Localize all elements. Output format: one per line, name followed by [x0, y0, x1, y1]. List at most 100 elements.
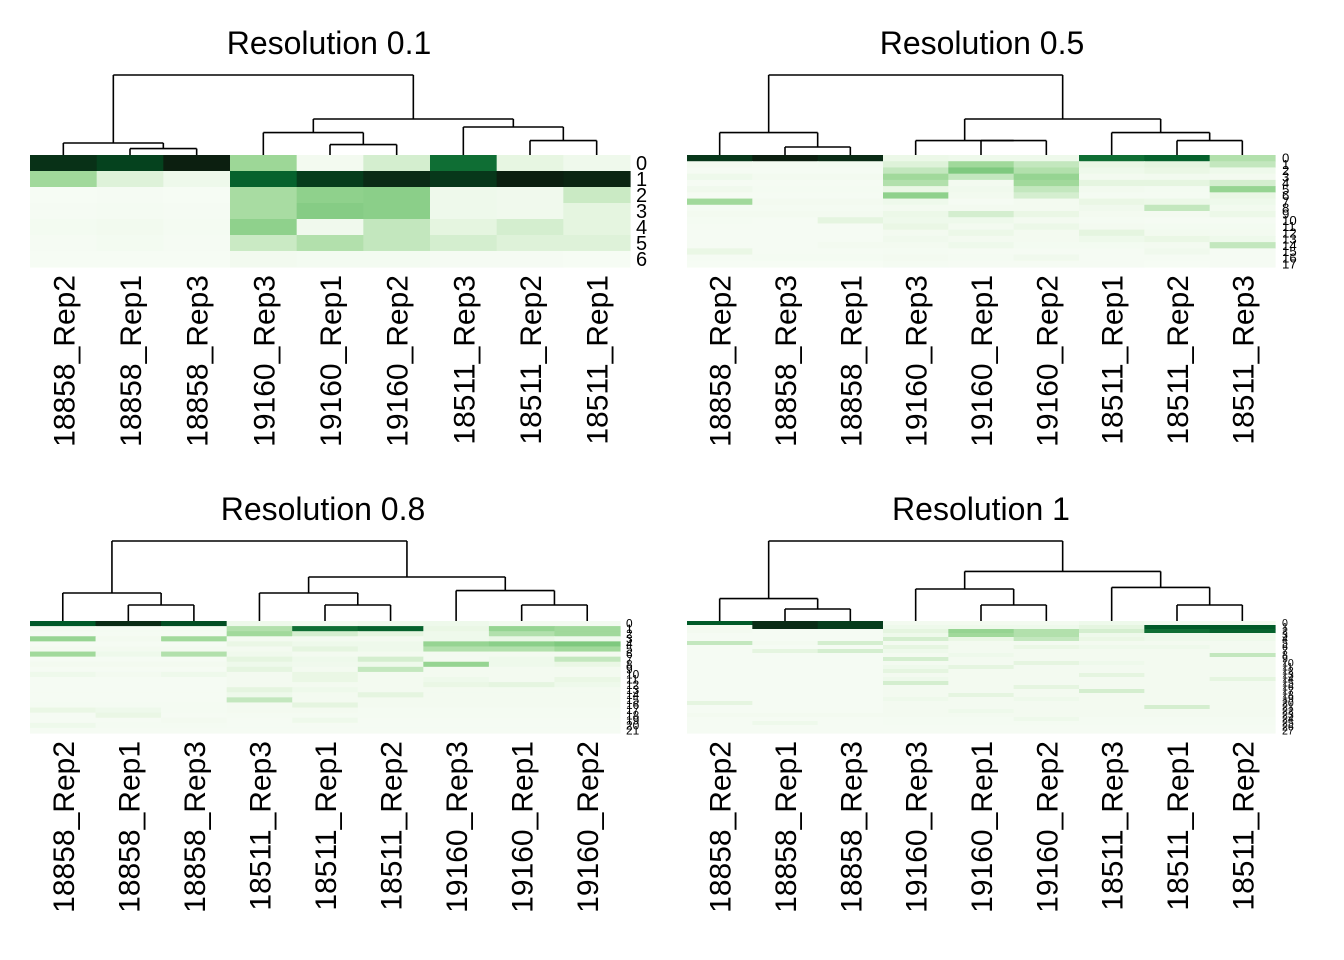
heatmap-cell — [430, 171, 498, 188]
heatmap-cell — [96, 203, 164, 220]
heatmap-cell — [161, 631, 228, 637]
heatmap-cell — [554, 677, 621, 683]
row-label: 17 — [1282, 686, 1294, 698]
heatmap-cell — [687, 161, 753, 169]
row-label: 7 — [626, 652, 633, 666]
heatmap-cell — [752, 254, 819, 262]
heatmap-cell — [687, 721, 753, 726]
heatmap-cell — [1079, 701, 1145, 706]
heatmap-cell — [948, 697, 1015, 702]
heatmap-cell — [423, 677, 490, 683]
row-label: 9 — [626, 663, 633, 677]
heatmap-cell — [95, 702, 162, 709]
heatmap-cell — [161, 621, 228, 627]
heatmap-cell — [488, 677, 556, 683]
heatmap-cell — [1144, 211, 1211, 218]
column-label: 19160_Rep1 — [966, 741, 999, 913]
heatmap-cell — [687, 669, 753, 674]
heatmap-cell — [752, 629, 819, 634]
heatmap-cell — [1209, 637, 1276, 642]
heatmap-cell — [948, 725, 1015, 730]
heatmap-cell — [687, 223, 753, 231]
heatmap-cell — [357, 712, 424, 719]
heatmap-cell — [1079, 198, 1145, 206]
heatmap-cell — [1013, 677, 1080, 682]
heatmap-cell — [230, 219, 298, 236]
row-label: 5 — [1282, 638, 1288, 650]
heatmap-cell — [883, 167, 949, 175]
heatmap-cell — [883, 217, 949, 225]
column-label: 19160_Rep1 — [507, 741, 540, 913]
heatmap-cell — [948, 709, 1015, 714]
heatmap-cell — [161, 656, 228, 663]
row-label: 21 — [1282, 702, 1294, 714]
heatmap-cell — [883, 709, 949, 714]
heatmap-cell — [817, 186, 884, 193]
heatmap-cell — [687, 717, 753, 722]
column-label: 18511_Rep1 — [1097, 275, 1130, 445]
heatmap-cell — [1209, 161, 1276, 169]
heatmap-cell — [752, 235, 819, 243]
heatmap-cell — [687, 173, 753, 181]
heatmap-cell — [752, 260, 819, 268]
heatmap-cell — [883, 689, 949, 694]
heatmap-cell — [30, 621, 97, 627]
heatmap-cell — [292, 722, 359, 729]
heatmap-cell — [563, 251, 631, 268]
heatmap-cell — [96, 187, 164, 204]
heatmap-cell — [1079, 697, 1145, 702]
heatmap-cell — [1013, 713, 1080, 718]
row-label: 3 — [1282, 630, 1288, 642]
heatmap-cell — [1209, 625, 1276, 630]
heatmap-cell — [752, 657, 819, 662]
heatmap-cell — [357, 656, 424, 663]
heatmap-cell — [687, 260, 753, 268]
heatmap-cell — [817, 693, 884, 698]
heatmap-cell — [357, 707, 424, 714]
heatmap-cell — [752, 705, 819, 710]
heatmap-cell — [357, 621, 424, 627]
heatmap-cell — [488, 697, 556, 704]
heatmap-cell — [687, 681, 753, 686]
heatmap-cell — [230, 155, 298, 172]
heatmap-cell — [488, 651, 556, 658]
row-label: 13 — [1282, 232, 1297, 247]
heatmap-cell — [687, 657, 753, 662]
heatmap-cell — [95, 621, 162, 627]
heatmap-cell — [1013, 155, 1080, 162]
heatmap-cell — [1144, 235, 1211, 243]
heatmap-cell — [30, 702, 97, 709]
heatmap-cells — [30, 155, 631, 268]
heatmap-cell — [687, 697, 753, 702]
heatmap-cell — [1209, 721, 1276, 726]
heatmap-cell — [1013, 260, 1080, 268]
heatmap-cell — [948, 204, 1015, 212]
heatmap-cell — [30, 636, 97, 642]
heatmap-cell — [1209, 653, 1276, 658]
column-labels: 18858_Rep2 18858_Rep1 18858_Rep3 19160_Rep3… — [705, 741, 1261, 913]
heatmap-cell — [161, 661, 228, 668]
row-label: 7 — [1282, 646, 1288, 658]
heatmap-cell — [292, 697, 359, 704]
heatmap-cell — [817, 701, 884, 706]
heatmap-cell — [488, 646, 556, 653]
heatmap-cell — [687, 653, 753, 658]
heatmap-cell — [292, 661, 359, 668]
heatmap-cell — [687, 179, 753, 187]
heatmap-cell — [161, 651, 228, 658]
heatmap-cell — [752, 173, 819, 181]
heatmap-cell — [554, 697, 621, 704]
column-label: 18858_Rep2 — [705, 741, 738, 913]
heatmap-cell — [161, 692, 228, 698]
heatmap-cell — [1209, 254, 1276, 262]
column-dendrogram — [718, 74, 1244, 155]
heatmap-cell — [883, 637, 949, 642]
heatmap-cell — [1209, 235, 1276, 243]
heatmap-cell — [817, 179, 884, 187]
heatmap-cell — [883, 260, 949, 268]
heatmap-cell — [226, 682, 293, 688]
heatmap-cell — [292, 631, 359, 637]
row-label: 11 — [1282, 662, 1293, 674]
heatmap-cell — [226, 641, 293, 648]
